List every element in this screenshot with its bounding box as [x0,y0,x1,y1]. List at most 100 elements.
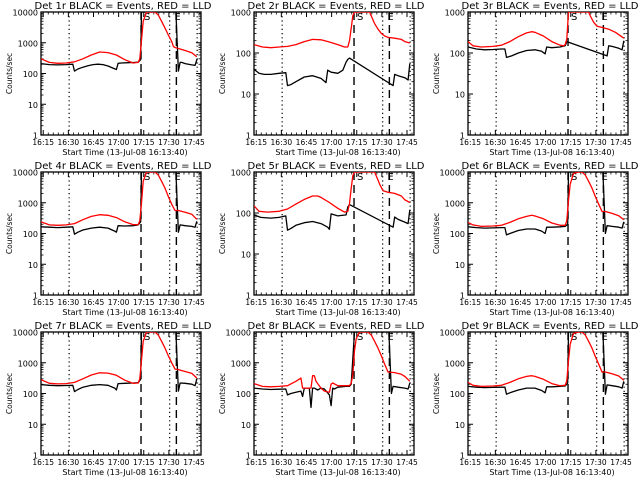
x-tick-label: 16:30 [58,298,80,307]
x-tick-label: 17:30 [158,298,180,307]
y-tick-label: 100 [450,50,465,59]
x-tick-label: 16:30 [485,458,507,467]
series-line-lld [41,12,198,64]
y-tick-label: 1 [460,132,465,141]
chart-title: Det 2r BLACK = Events, RED = LLD [248,1,425,12]
x-tick-label: 16:45 [510,298,532,307]
x-tick-label: 17:00 [108,298,130,307]
x-tick-label: 17:45 [396,138,418,147]
x-tick-label: 16:45 [83,458,105,467]
start-marker-label: S [357,332,363,343]
y-tick-label: 10 [241,421,251,430]
start-marker-label: S [571,12,577,23]
y-tick-label: 100 [23,390,38,399]
x-tick-label: 17:00 [321,138,343,147]
y-tick-label: 100 [23,230,38,239]
chart-title: Det 5r BLACK = Events, RED = LLD [248,161,425,172]
x-tick-label: 17:45 [610,138,632,147]
end-marker-label: E [174,12,180,23]
x-tick-label: 16:15 [32,298,54,307]
y-tick-label: 100 [450,230,465,239]
x-tick-label: 17:15 [133,138,155,147]
series-line-events [254,332,411,409]
y-tick-label: 1000 [445,359,465,368]
x-axis-label: Start Time (13-Jul-08 16:13:40) [275,308,400,317]
x-tick-label: 16:30 [58,138,80,147]
panel-det-4: Det 4r BLACK = Events, RED = LLD 1 10 100 10… [5,161,212,317]
y-tick-label: 10 [28,261,38,270]
x-tick-label: 16:30 [485,138,507,147]
start-marker-label: S [357,172,363,183]
y-tick-label: 1000 [445,199,465,208]
y-tick-label: 1 [33,452,38,461]
series-group [468,332,625,395]
start-marker-label: S [357,12,363,23]
x-tick-label: 17:30 [585,458,607,467]
series-line-events [254,57,411,87]
panel-det-5: Det 5r BLACK = Events, RED = LLD 1 10 100 10… [218,161,425,317]
series-line-lld [468,172,625,228]
y-tick-label: 10 [455,421,465,430]
chart-title: Det 4r BLACK = Events, RED = LLD [35,161,212,172]
y-tick-label: 10 [28,421,38,430]
y-axis-label: Counts/sec [218,213,227,254]
series-line-events [468,40,625,59]
y-tick-label: 1000 [18,199,38,208]
x-tick-label: 16:45 [510,138,532,147]
end-marker-label: E [601,172,607,183]
y-tick-label: 100 [450,390,465,399]
y-tick-label: 1 [460,292,465,301]
x-tick-label: 16:30 [485,298,507,307]
start-marker-label: S [571,172,577,183]
x-tick-label: 17:45 [396,458,418,467]
x-tick-label: 16:45 [83,138,105,147]
x-tick-label: 17:30 [158,458,180,467]
series-line-events [468,172,625,236]
panel-det-8: Det 8r BLACK = Events, RED = LLD 1 10 100 10… [218,321,425,477]
x-tick-label: 17:00 [535,458,557,467]
x-tick-label: 17:00 [321,298,343,307]
y-tick-label: 1 [33,292,38,301]
x-tick-label: 17:30 [371,138,393,147]
series-group [254,12,411,87]
x-tick-label: 17:45 [183,138,205,147]
series-line-events [41,12,198,72]
y-tick-label: 1000 [445,9,465,18]
start-marker-label: S [571,332,577,343]
x-tick-label: 17:30 [371,458,393,467]
y-tick-label: 10 [455,91,465,100]
x-tick-label: 16:45 [296,138,318,147]
end-marker-label: E [387,12,393,23]
y-tick-label: 100 [236,210,251,219]
x-tick-label: 17:15 [560,298,582,307]
y-tick-label: 10 [455,261,465,270]
series-line-lld [468,332,625,388]
x-tick-label: 17:00 [108,458,130,467]
series-line-events [468,332,625,395]
panel-det-1: Det 1r BLACK = Events, RED = LLD 1 10 100 10… [5,1,212,157]
x-axis-label: Start Time (13-Jul-08 16:13:40) [489,148,614,157]
panel-det-3: Det 3r BLACK = Events, RED = LLD 1 10 100 10… [432,1,639,157]
x-tick-label: 16:45 [83,298,105,307]
x-tick-label: 17:45 [183,298,205,307]
y-axis-label: Counts/sec [5,53,14,94]
series-group [468,12,625,59]
chart-title: Det 3r BLACK = Events, RED = LLD [462,1,639,12]
x-tick-label: 16:45 [296,458,318,467]
y-tick-label: 1 [246,292,251,301]
x-axis-label: Start Time (13-Jul-08 16:13:40) [489,308,614,317]
x-tick-label: 17:00 [321,458,343,467]
plot-frame [253,11,415,136]
panel-det-7: Det 7r BLACK = Events, RED = LLD 1 10 100 10… [5,321,212,477]
x-tick-label: 17:15 [346,458,368,467]
series-group [254,172,411,231]
end-marker-label: E [387,172,393,183]
x-axis-label: Start Time (13-Jul-08 16:13:40) [489,468,614,477]
y-tick-label: 10000 [440,169,465,178]
x-tick-label: 16:30 [271,138,293,147]
x-tick-label: 17:00 [535,298,557,307]
x-axis-label: Start Time (13-Jul-08 16:13:40) [62,148,187,157]
y-tick-label: 10 [241,251,251,260]
series-line-lld [41,332,198,385]
